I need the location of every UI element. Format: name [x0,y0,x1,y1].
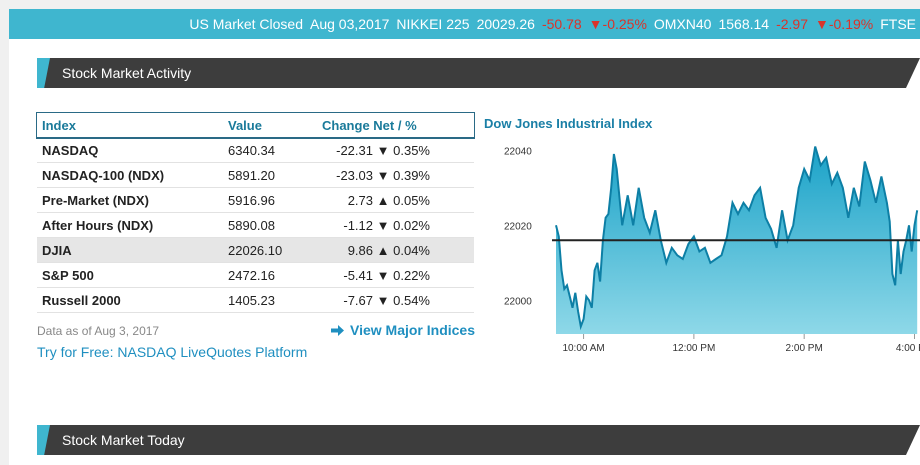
index-value: 1405.23 [223,287,314,313]
change-arrow-icon: ▼ [376,267,390,283]
market-ticker: US Market Closed Aug 03,2017 NIKKEI 225 … [9,9,920,39]
change-pct: 0.54% [393,292,430,308]
view-link-label: View Major Indices [350,322,476,338]
section-accent [37,58,50,88]
table-row[interactable]: Russell 2000 1405.23 -7.67 ▼ 0.54% [37,287,474,313]
index-value: 2472.16 [223,262,314,288]
data-as-of: Data as of Aug 3, 2017 [37,324,160,338]
market-status: US Market Closed [189,16,303,32]
table-header-row: Index Value Change Net / % [36,111,475,139]
table-row[interactable]: NASDAQ-100 (NDX) 5891.20 -23.03 ▼ 0.39% [37,162,474,188]
ticker-item-change: -50.78 [541,16,582,32]
index-change: -23.03 ▼ 0.39% [314,162,474,188]
market-date: Aug 03,2017 [310,16,390,32]
index-table: Index Value Change Net / % NASDAQ 6340.34… [36,111,475,313]
try-free-link[interactable]: Try for Free: NASDAQ LiveQuotes Platform [37,344,308,360]
price-line [555,146,919,331]
change-arrow-icon: ▲ [376,242,390,258]
change-arrow-icon: ▼ [376,292,390,308]
ticker-item-pct-value: -0.19% [828,16,874,32]
index-change: 9.86 ▲ 0.04% [314,237,474,263]
ticker-item-change: -2.97 [776,16,808,32]
header-change: Change Net / % [314,112,474,138]
change-net: 9.86 [347,242,373,258]
ticker-item-name[interactable]: OMXN40 [653,16,712,32]
index-change: -5.41 ▼ 0.22% [314,262,474,288]
x-tick-label: 12:00 PM [672,343,715,354]
x-tick-label: 4:00 PM [896,343,920,354]
y-tick-label: 22020 [504,221,532,232]
today-section-header: Stock Market Today [37,425,920,455]
section-accent [37,425,50,455]
ticker-item-value: 1568.14 [718,16,770,32]
y-tick-label: 22040 [504,146,532,157]
change-net: -5.41 [343,267,373,283]
index-name[interactable]: Pre-Market (NDX) [37,187,223,213]
index-change: -22.31 ▼ 0.35% [314,137,474,163]
section-corner [906,58,920,88]
table-row[interactable]: NASDAQ 6340.34 -22.31 ▼ 0.35% [37,137,474,163]
index-name[interactable]: DJIA [37,237,223,263]
change-arrow-icon: ▼ [376,142,390,158]
ticker-item-name[interactable]: NIKKEI 225 [396,16,470,32]
ticker-item-pct-value: -0.25% [602,16,647,32]
section-title: Stock Market Today [62,432,185,448]
djia-chart: 22000 22020 22040 10:00 AM 12:00 PM 2:00 PM 4:… [504,146,920,354]
y-tick-label: 22000 [504,296,532,307]
arrow-right-icon [331,324,344,336]
change-pct: 0.35% [393,142,430,158]
change-net: -22.31 [336,142,373,158]
table-row[interactable]: S&P 500 2472.16 -5.41 ▼ 0.22% [37,262,474,288]
index-name[interactable]: S&P 500 [37,262,223,288]
chart-title: Dow Jones Industrial Index [484,116,653,131]
x-tick-label: 10:00 AM [562,343,604,354]
change-pct: 0.22% [393,267,430,283]
index-value: 6340.34 [223,137,314,163]
index-value: 5916.96 [223,187,314,213]
change-net: -23.03 [336,167,373,183]
index-name[interactable]: After Hours (NDX) [37,212,223,238]
change-pct: 0.02% [393,217,430,233]
ticker-item-pct: ▼-0.19% [815,16,874,32]
change-pct: 0.04% [393,242,430,258]
ticker-item-value: 20029.26 [476,16,535,32]
content-panel: Stock Market Activity Index Value Change… [9,39,920,465]
index-value: 5890.08 [223,212,314,238]
table-row[interactable]: Pre-Market (NDX) 5916.96 2.73 ▲ 0.05% [37,187,474,213]
index-name[interactable]: NASDAQ-100 (NDX) [37,162,223,188]
table-row[interactable]: DJIA 22026.10 9.86 ▲ 0.04% [37,237,474,263]
header-value: Value [223,112,314,138]
ticker-item-pct: ▼-0.25% [588,16,647,32]
change-pct: 0.39% [393,167,430,183]
index-name[interactable]: Russell 2000 [37,287,223,313]
index-name[interactable]: NASDAQ [37,137,223,163]
change-net: -1.12 [343,217,373,233]
change-net: 2.73 [347,192,373,208]
view-major-indices-link[interactable]: View Major Indices [331,322,475,338]
index-change: -7.67 ▼ 0.54% [314,287,474,313]
section-corner [906,425,920,455]
change-arrow-icon: ▼ [376,167,390,183]
index-value: 22026.10 [223,237,314,263]
section-title: Stock Market Activity [62,65,192,81]
header-index: Index [37,112,223,138]
index-value: 5891.20 [223,162,314,188]
table-row[interactable]: After Hours (NDX) 5890.08 -1.12 ▼ 0.02% [37,212,474,238]
change-net: -7.67 [343,292,373,308]
index-change: -1.12 ▼ 0.02% [314,212,474,238]
x-tick-label: 2:00 PM [786,343,823,354]
change-arrow-icon: ▲ [376,192,390,208]
activity-section-header: Stock Market Activity [37,58,920,88]
ticker-item-name[interactable]: FTSE [880,16,916,32]
change-pct: 0.05% [393,192,430,208]
change-arrow-icon: ▼ [376,217,390,233]
index-change: 2.73 ▲ 0.05% [314,187,474,213]
